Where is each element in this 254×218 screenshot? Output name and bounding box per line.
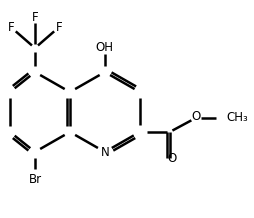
Text: F: F — [8, 21, 14, 34]
Text: O: O — [191, 111, 200, 123]
Text: F: F — [56, 21, 62, 34]
Text: Br: Br — [28, 173, 41, 186]
Text: OH: OH — [96, 41, 114, 54]
Text: N: N — [101, 146, 109, 159]
Text: O: O — [167, 152, 177, 165]
Text: F: F — [32, 11, 38, 24]
Text: CH₃: CH₃ — [227, 111, 248, 124]
